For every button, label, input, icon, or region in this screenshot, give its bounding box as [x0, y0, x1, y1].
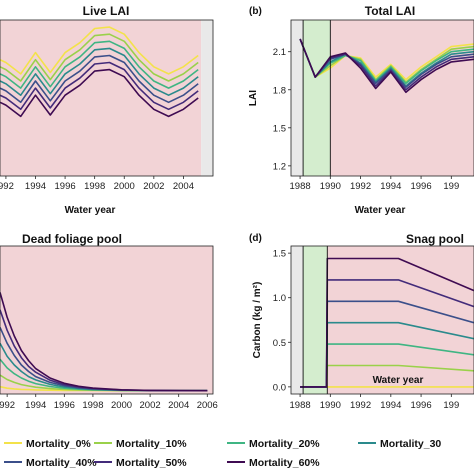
plot-frame	[290, 245, 474, 395]
series-line-mortality-40-	[0, 54, 199, 104]
x-axis-label: Water year	[355, 205, 406, 216]
legend-item: Mortality_0%	[4, 438, 91, 450]
x-axis-label: Water year	[373, 375, 424, 386]
series-line-mortality-50-	[0, 61, 199, 111]
panel-title: Live LAI	[83, 4, 130, 18]
y-tick-label: 2.1	[273, 47, 286, 58]
x-tick-label: 1992	[350, 181, 371, 192]
panel-a: 992 1994 1996 1998 2000 2002 2004 Live LAI Water…	[0, 4, 214, 216]
shade-treatment	[330, 20, 474, 176]
x-tick-label: 1990	[320, 181, 341, 192]
series-line-mortality-60-	[0, 292, 208, 392]
legend-item: Mortality_20%	[227, 438, 320, 450]
shade-treatment	[0, 246, 213, 394]
series-line-mortality-60-	[299, 38, 474, 94]
shade-pre	[201, 20, 213, 176]
x-tick-label: 1998	[84, 181, 105, 192]
legend-label: Mortality_20%	[249, 438, 320, 450]
x-tick-label: 1994	[25, 181, 46, 192]
series-line-mortality-0-	[299, 38, 474, 81]
shade-spinup	[303, 20, 331, 176]
x-tick-label: 1988	[290, 181, 311, 192]
legend-label: Mortality_30	[380, 438, 441, 450]
legend: Mortality_0% Mortality_10% Mortality_20% Mo…	[4, 438, 441, 469]
legend-item: Mortality_30	[358, 438, 441, 450]
legend-item: Mortality_60%	[227, 457, 320, 469]
y-tick-label: 1.5	[273, 249, 286, 260]
y-tick-label: 1.0	[273, 293, 286, 304]
series-line-mortality-10-	[299, 38, 474, 83]
panel-c: 992 1994 1996 1998 2000 2002 2004 2006 Dead foli…	[0, 232, 218, 411]
x-tick-label: 199	[443, 400, 459, 411]
y-tick-label: 1.8	[273, 85, 286, 96]
legend-item: Mortality_40%	[4, 457, 97, 469]
series-line-mortality-0-	[0, 26, 199, 75]
panel-label: (b)	[249, 6, 262, 17]
series-line-mortality-60-	[0, 68, 199, 118]
x-tick-label: 1996	[55, 181, 76, 192]
x-tick-label: 1996	[410, 181, 431, 192]
legend-label: Mortality_10%	[116, 438, 187, 450]
x-tick-label: 1994	[25, 400, 46, 411]
x-tick-label: 1994	[380, 181, 401, 192]
panel-title: Snag pool	[406, 232, 464, 246]
shade-pre	[291, 20, 304, 176]
y-axis-label: LAI	[248, 90, 259, 106]
series-line-mortality-20-	[0, 40, 199, 89]
x-tick-label: 992	[0, 400, 15, 411]
shade-treatment	[327, 246, 474, 394]
panel-b: 1988 1990 1992 1994 1996 199 1.2 1.5 1.8 2.1 Total…	[248, 4, 474, 216]
x-tick-label: 1988	[290, 400, 311, 411]
y-tick-label: 0.0	[273, 382, 286, 393]
panel-label: (d)	[249, 233, 262, 244]
series-line-mortality-10-	[0, 33, 199, 82]
x-tick-label: 2006	[197, 400, 218, 411]
x-tick-label: 2004	[173, 181, 194, 192]
x-tick-label: 1994	[380, 400, 401, 411]
x-tick-label: 2002	[143, 181, 164, 192]
x-tick-label: 2002	[140, 400, 161, 411]
panel-title: Dead foliage pool	[22, 232, 122, 246]
plot-frame	[0, 19, 214, 177]
legend-label: Mortality_40%	[26, 457, 97, 469]
x-tick-label: 199	[443, 181, 459, 192]
plot-frame	[290, 19, 474, 177]
series-line-mortality-30-	[299, 38, 474, 87]
y-tick-label: 1.2	[273, 161, 286, 172]
y-tick-label: 0.5	[273, 338, 286, 349]
legend-label: Mortality_0%	[26, 438, 91, 450]
x-tick-label: 1992	[350, 400, 371, 411]
x-tick-label: 2000	[114, 181, 135, 192]
y-tick-label: 1.5	[273, 123, 286, 134]
shade-pre	[291, 246, 304, 394]
x-tick-label: 2000	[111, 400, 132, 411]
panel-d: 1988 1990 1992 1994 1996 199 0.0 0.5 1.0 1.5 Snag …	[249, 232, 474, 411]
legend-item: Mortality_10%	[94, 438, 187, 450]
legend-item: Mortality_50%	[94, 457, 187, 469]
x-tick-label: 1996	[54, 400, 75, 411]
plot-frame	[0, 245, 214, 395]
shade-treatment	[0, 20, 202, 176]
x-tick-label: 992	[0, 181, 14, 192]
panel-title: Total LAI	[365, 4, 415, 18]
y-axis-label: Carbon (kg / m²)	[252, 282, 263, 359]
x-tick-label: 2004	[168, 400, 189, 411]
x-tick-label: 1990	[320, 400, 341, 411]
legend-label: Mortality_60%	[249, 457, 320, 469]
x-axis-label: Water year	[65, 205, 116, 216]
x-tick-label: 1998	[82, 400, 103, 411]
legend-label: Mortality_50%	[116, 457, 187, 469]
x-tick-label: 1996	[410, 400, 431, 411]
shade-spinup	[303, 246, 328, 394]
series-line-mortality-30-	[0, 47, 199, 96]
